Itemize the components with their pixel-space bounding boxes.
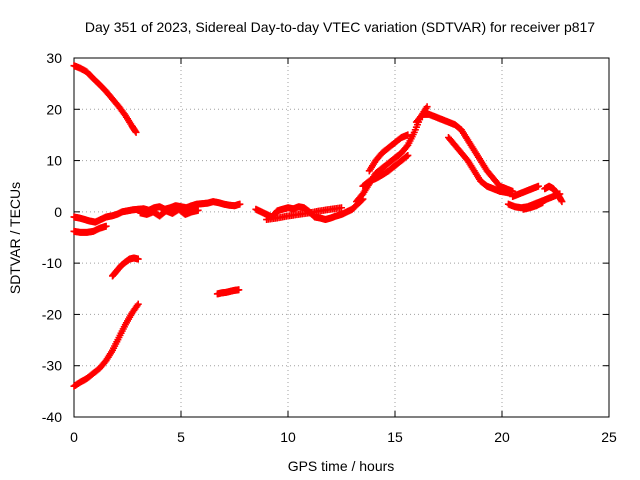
data-point bbox=[134, 300, 142, 308]
x-tick-label: 10 bbox=[280, 429, 296, 445]
series-arc-16 bbox=[509, 182, 542, 200]
y-tick-label: 10 bbox=[46, 153, 62, 169]
data-point bbox=[134, 255, 142, 263]
y-tick-label: -30 bbox=[42, 358, 62, 374]
data-point bbox=[404, 151, 412, 159]
y-tick-label: -40 bbox=[42, 409, 62, 425]
series-arc-4 bbox=[213, 286, 243, 298]
data-point bbox=[534, 182, 542, 190]
series-arc-17 bbox=[541, 182, 566, 206]
data-point bbox=[338, 204, 345, 212]
series-arc-3 bbox=[109, 254, 142, 280]
x-tick-label: 5 bbox=[177, 429, 185, 445]
series-arc-2 bbox=[70, 300, 142, 390]
chart-title: Day 351 of 2023, Sidereal Day-to-day VTE… bbox=[85, 19, 595, 35]
grid-lines bbox=[74, 58, 609, 417]
plot-frame bbox=[73, 57, 610, 418]
data-point bbox=[194, 206, 202, 214]
y-tick-label: 0 bbox=[54, 204, 62, 220]
data-point bbox=[102, 222, 110, 230]
data-point bbox=[235, 286, 243, 294]
series-arc-12 bbox=[359, 151, 412, 190]
axis-ticks: 0 5 10 15 20 25 -40 -30 -20 -10 0 10 20 30 bbox=[42, 50, 617, 445]
series-arc-10 bbox=[352, 103, 431, 206]
series-arc-9 bbox=[263, 204, 345, 224]
y-tick-label: -20 bbox=[42, 306, 62, 322]
data-point bbox=[403, 152, 411, 160]
y-tick-label: 20 bbox=[46, 101, 62, 117]
series-arc-1 bbox=[70, 62, 140, 136]
data-point bbox=[539, 199, 547, 207]
y-tick-label: 30 bbox=[46, 50, 62, 66]
y-axis-label: SDTVAR / TECUs bbox=[7, 182, 23, 294]
y-tick-label: -10 bbox=[42, 255, 62, 271]
series-arc-7 bbox=[136, 205, 202, 220]
data-point bbox=[236, 200, 244, 208]
series-arc-18 bbox=[519, 199, 547, 213]
x-tick-label: 20 bbox=[494, 429, 510, 445]
x-tick-label: 0 bbox=[70, 429, 78, 445]
series-arc-6 bbox=[70, 222, 110, 236]
series-arc-14 bbox=[445, 133, 517, 198]
data-points bbox=[70, 62, 566, 390]
data-point bbox=[558, 198, 566, 206]
data-point bbox=[423, 103, 431, 111]
x-tick-label: 15 bbox=[387, 429, 403, 445]
x-axis-label: GPS time / hours bbox=[288, 458, 395, 474]
data-point bbox=[132, 128, 140, 136]
series-arc-11 bbox=[365, 131, 412, 175]
data-point bbox=[404, 131, 412, 139]
x-tick-label: 25 bbox=[601, 429, 617, 445]
